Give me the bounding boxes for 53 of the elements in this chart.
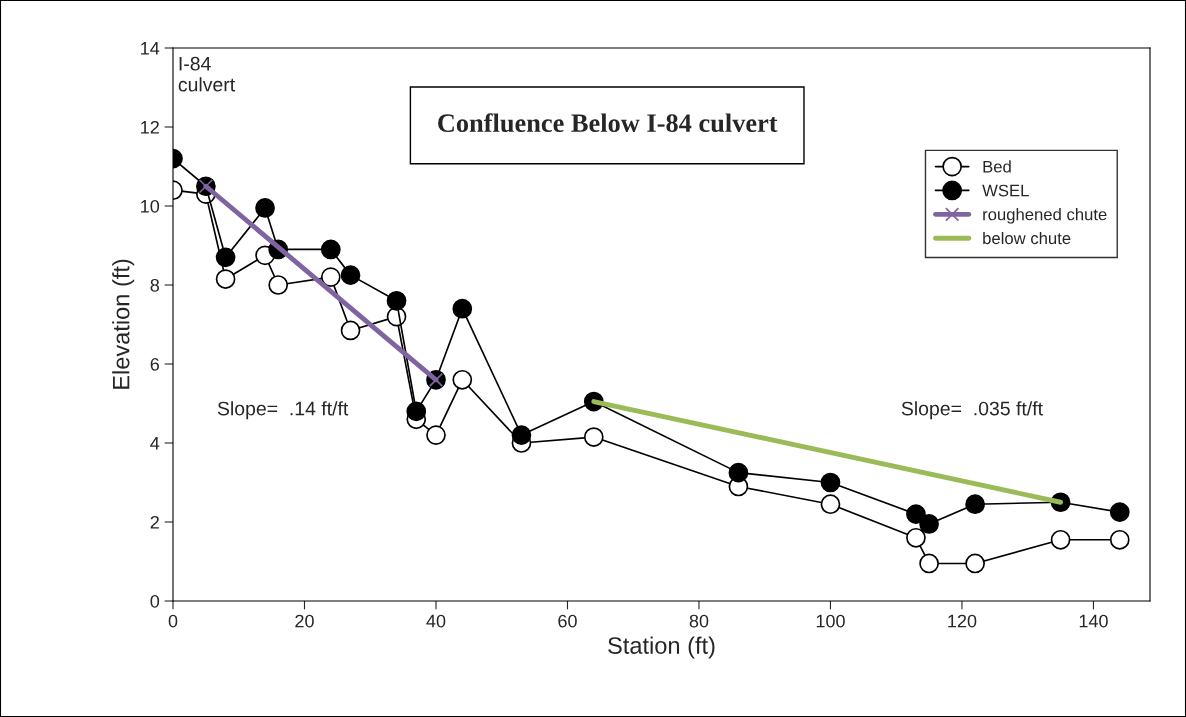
- point: [426, 425, 446, 445]
- point: [820, 472, 841, 493]
- annotation: Slope= .035 ft/ft: [901, 401, 1043, 420]
- y-tick-label: 14: [141, 42, 160, 55]
- point: [919, 553, 939, 574]
- point: [452, 298, 473, 319]
- y-tick-label: 4: [150, 437, 160, 450]
- point: [320, 239, 341, 260]
- point: [320, 267, 341, 287]
- point: [1050, 529, 1071, 550]
- y-tick-label: 2: [150, 515, 159, 529]
- point: [919, 514, 939, 534]
- y-axis-title: Elevation (ft): [112, 259, 135, 389]
- x-tick-label: 80: [689, 614, 709, 628]
- point: [215, 269, 236, 289]
- point: [268, 275, 289, 295]
- point: [1109, 529, 1130, 550]
- point: [255, 198, 275, 218]
- x-tick-label: 60: [558, 614, 577, 628]
- legend-label: WSEL: [982, 184, 1029, 197]
- point: [728, 462, 749, 483]
- y-tick-label: 0: [150, 594, 160, 608]
- x-axis-title: Station (ft): [608, 636, 715, 659]
- x-tick-label: 40: [426, 614, 446, 628]
- point: [452, 369, 473, 390]
- point: [406, 401, 427, 422]
- annotation: I-84 culvert: [178, 56, 236, 92]
- point: [340, 320, 361, 341]
- y-tick-label: 6: [150, 357, 160, 371]
- x-tick-label: 120: [948, 614, 977, 628]
- point: [906, 527, 926, 548]
- point: [511, 425, 532, 445]
- point: [965, 494, 985, 515]
- point: [386, 290, 407, 311]
- y-tick-label: 10: [141, 199, 160, 213]
- point: [820, 494, 841, 515]
- legend-label: Bed: [983, 160, 1011, 173]
- point: [215, 247, 236, 268]
- point: [906, 504, 926, 524]
- text: Confluence Below I-84 culvert: [438, 113, 778, 133]
- point: [340, 265, 361, 285]
- point: [583, 427, 604, 447]
- x-tick-label: 140: [1079, 614, 1108, 628]
- x-tick-label: 100: [816, 614, 845, 628]
- legend-label: roughened chute: [983, 208, 1107, 224]
- point: [1109, 502, 1130, 522]
- point: [965, 553, 985, 574]
- annotation: Slope= .14 ft/ft: [217, 401, 349, 420]
- legend-label: below chute: [983, 231, 1071, 245]
- y-tick-label: 8: [150, 278, 160, 292]
- x-tick-label: 0: [168, 614, 178, 628]
- y-tick-label: 12: [141, 120, 159, 134]
- x-tick-label: 20: [295, 614, 314, 628]
